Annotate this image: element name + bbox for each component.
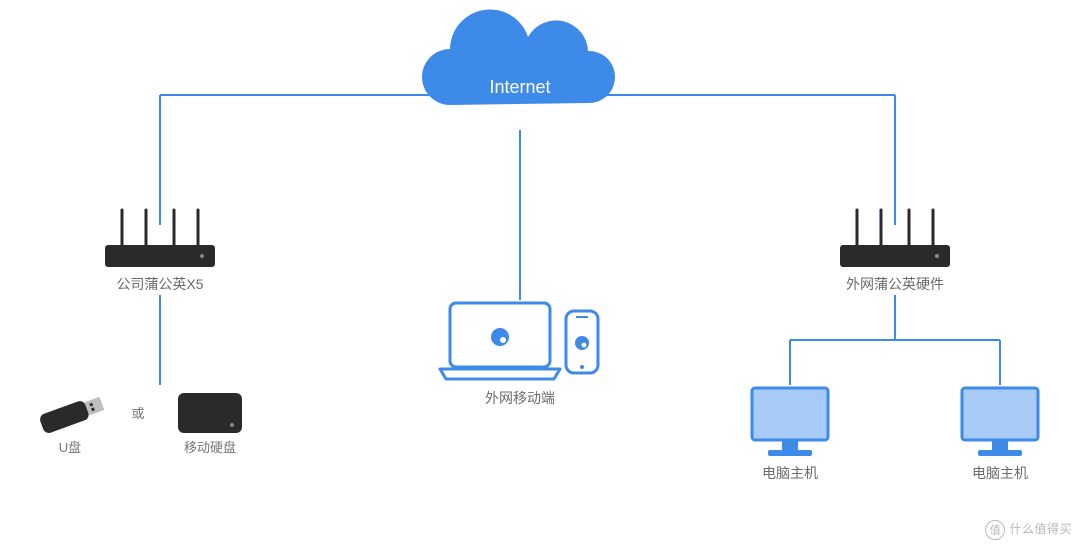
cloud-label: Internet xyxy=(489,77,550,97)
mobile-label: 外网移动端 xyxy=(485,390,555,406)
watermark: 什么值得买 xyxy=(985,520,1072,540)
cloud-icon: Internet xyxy=(422,9,615,105)
mobile-devices-icon: 外网移动端 xyxy=(440,303,598,406)
hdd-icon xyxy=(178,393,242,433)
watermark-text: 什么值得买 xyxy=(1009,522,1072,536)
hdd-label: 移动硬盘 xyxy=(184,440,236,455)
network-diagram: Internet 公司蒲公英X5 外网蒲公英硬件 xyxy=(0,0,1080,546)
watermark-logo-icon xyxy=(985,520,1005,540)
pc-left-icon: 电脑主机 xyxy=(752,388,828,481)
or-label: 或 xyxy=(131,406,144,421)
usb-label: U盘 xyxy=(59,440,81,455)
usb-icon xyxy=(38,394,105,435)
right-router-label: 外网蒲公英硬件 xyxy=(846,276,944,292)
left-router-label: 公司蒲公英X5 xyxy=(116,276,203,292)
pc-right-label: 电脑主机 xyxy=(972,465,1028,481)
pc-left-label: 电脑主机 xyxy=(762,465,818,481)
pc-right-icon: 电脑主机 xyxy=(962,388,1038,481)
